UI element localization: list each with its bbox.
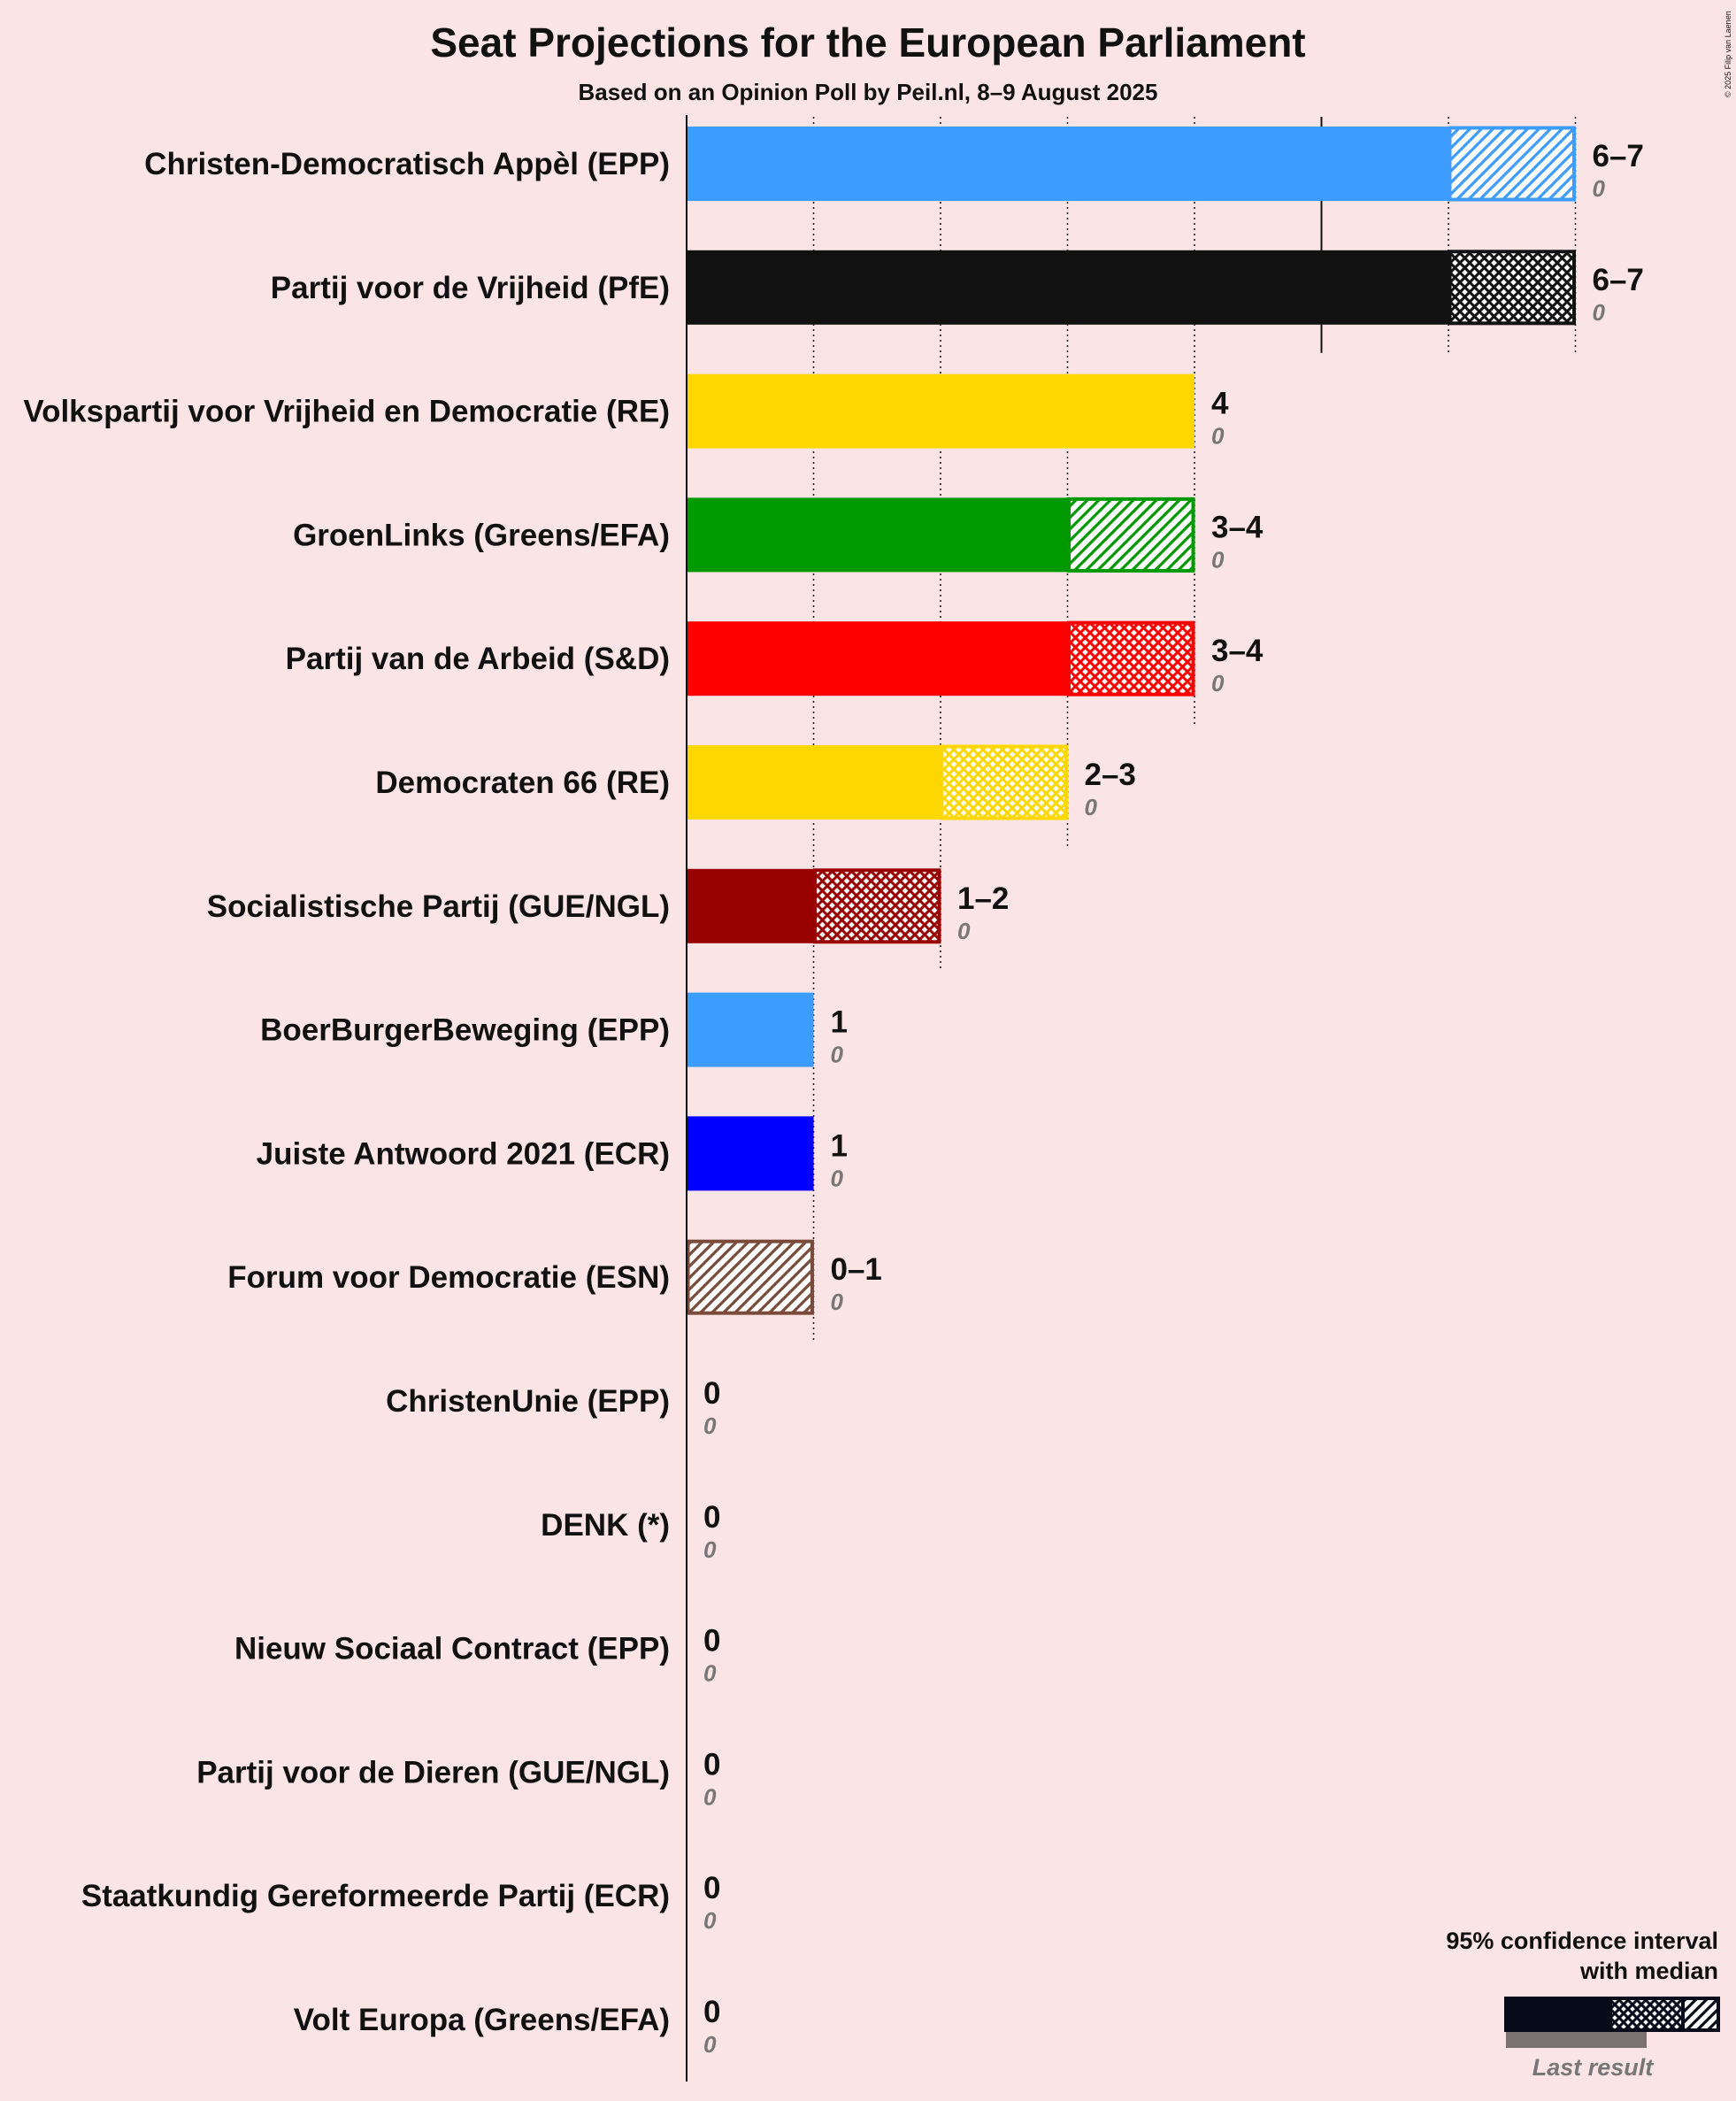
- last-result-label: 0: [831, 1289, 844, 1315]
- chart-title: Seat Projections for the European Parlia…: [430, 19, 1305, 65]
- last-result-label: 0: [831, 1042, 844, 1068]
- legend: 95% confidence interval with median Last…: [1446, 1928, 1720, 2081]
- bar-interval-party-3: [1067, 496, 1195, 573]
- labels: Christen-Democratisch Appèl (EPP) 6–70Par…: [23, 139, 1644, 2058]
- party-label: Juiste Antwoord 2021 (ECR): [257, 1136, 670, 1171]
- party-label: BoerBurgerBeweging (EPP): [260, 1013, 670, 1048]
- range-label: 3–4: [1211, 634, 1264, 668]
- range-label: 0: [703, 1871, 720, 1905]
- party-label: Forum voor Democratie (ESN): [227, 1260, 670, 1295]
- range-label: 6–7: [1593, 139, 1644, 173]
- party-label: ChristenUnie (EPP): [386, 1384, 670, 1419]
- range-label: 1–2: [957, 881, 1009, 916]
- party-label: Partij voor de Vrijheid (PfE): [271, 271, 670, 305]
- party-label: Staatkundig Gereformeerde Partij (ECR): [81, 1879, 670, 1913]
- legend-last-result-bar: [1506, 2032, 1647, 2048]
- party-label: Partij van de Arbeid (S&D): [286, 642, 670, 676]
- party-label: Nieuw Sociaal Contract (EPP): [234, 1632, 670, 1666]
- copyright-note: © 2025 Filip van Laenen: [1724, 11, 1732, 97]
- bar-median-party-1: [687, 250, 1448, 325]
- range-label: 1: [831, 1128, 848, 1163]
- bar-median-party-8: [687, 1116, 814, 1191]
- range-label: 0–1: [831, 1252, 882, 1287]
- bars: [686, 126, 1576, 1315]
- last-result-label: 0: [703, 1660, 717, 1687]
- bar-median-party-6: [687, 868, 814, 943]
- last-result-label: 0: [703, 1412, 717, 1439]
- range-label: 4: [1211, 387, 1229, 421]
- last-result-label: 0: [957, 918, 971, 944]
- bar-interval-party-1: [1448, 250, 1576, 326]
- range-label: 2–3: [1085, 758, 1136, 792]
- range-label: 0: [703, 1500, 720, 1535]
- legend-cross-segment: [1609, 1997, 1685, 2032]
- bar-interval-party-9: [686, 1239, 814, 1315]
- range-label: 6–7: [1593, 263, 1644, 297]
- party-label: Volkspartij voor Vrijheid en Democratie …: [23, 395, 670, 429]
- bar-median-party-7: [687, 992, 814, 1067]
- last-result-label: 0: [703, 2031, 717, 2058]
- range-label: 0: [703, 1376, 720, 1411]
- last-result-label: 0: [703, 1783, 717, 1810]
- party-label: Volt Europa (Greens/EFA): [294, 2003, 670, 2037]
- legend-median-bar: [1504, 1997, 1610, 2032]
- range-label: 3–4: [1211, 510, 1264, 544]
- last-result-label: 0: [1211, 546, 1225, 573]
- bar-median-party-5: [687, 745, 941, 820]
- range-label: 0: [703, 1747, 720, 1782]
- bar-interval-party-5: [940, 744, 1068, 820]
- last-result-label: 0: [1211, 423, 1225, 450]
- bar-median-party-3: [687, 497, 1068, 573]
- party-label: Christen-Democratisch Appèl (EPP): [144, 147, 670, 181]
- last-result-label: 0: [1085, 794, 1098, 820]
- bar-median-party-0: [687, 127, 1448, 201]
- last-result-label: 0: [1593, 299, 1606, 326]
- last-result-label: 0: [1211, 670, 1225, 696]
- party-label: GroenLinks (Greens/EFA): [293, 518, 670, 552]
- range-label: 0: [703, 1995, 720, 2029]
- party-label: DENK (*): [541, 1508, 670, 1543]
- last-result-label: 0: [703, 1536, 717, 1563]
- range-label: 1: [831, 1005, 848, 1040]
- legend-title-line2: with median: [1579, 1958, 1718, 1984]
- bar-median-party-4: [687, 621, 1068, 696]
- last-result-label: 0: [703, 1907, 717, 1934]
- party-label: Partij voor de Dieren (GUE/NGL): [196, 1755, 670, 1789]
- bar-interval-party-6: [813, 868, 941, 944]
- bar-interval-party-4: [1067, 620, 1195, 696]
- legend-title-line1: 95% confidence interval: [1446, 1928, 1718, 1954]
- legend-last-result-label: Last result: [1532, 2054, 1655, 2081]
- last-result-label: 0: [1593, 175, 1606, 202]
- range-label: 0: [703, 1624, 720, 1658]
- bar-interval-party-0: [1448, 126, 1576, 202]
- bar-median-party-2: [687, 373, 1194, 449]
- legend-diag-segment: [1681, 1997, 1720, 2032]
- party-label: Democraten 66 (RE): [375, 766, 670, 800]
- party-label: Socialistische Partij (GUE/NGL): [207, 889, 670, 924]
- last-result-label: 0: [831, 1165, 844, 1191]
- chart-subtitle: Based on an Opinion Poll by Peil.nl, 8–9…: [579, 79, 1158, 105]
